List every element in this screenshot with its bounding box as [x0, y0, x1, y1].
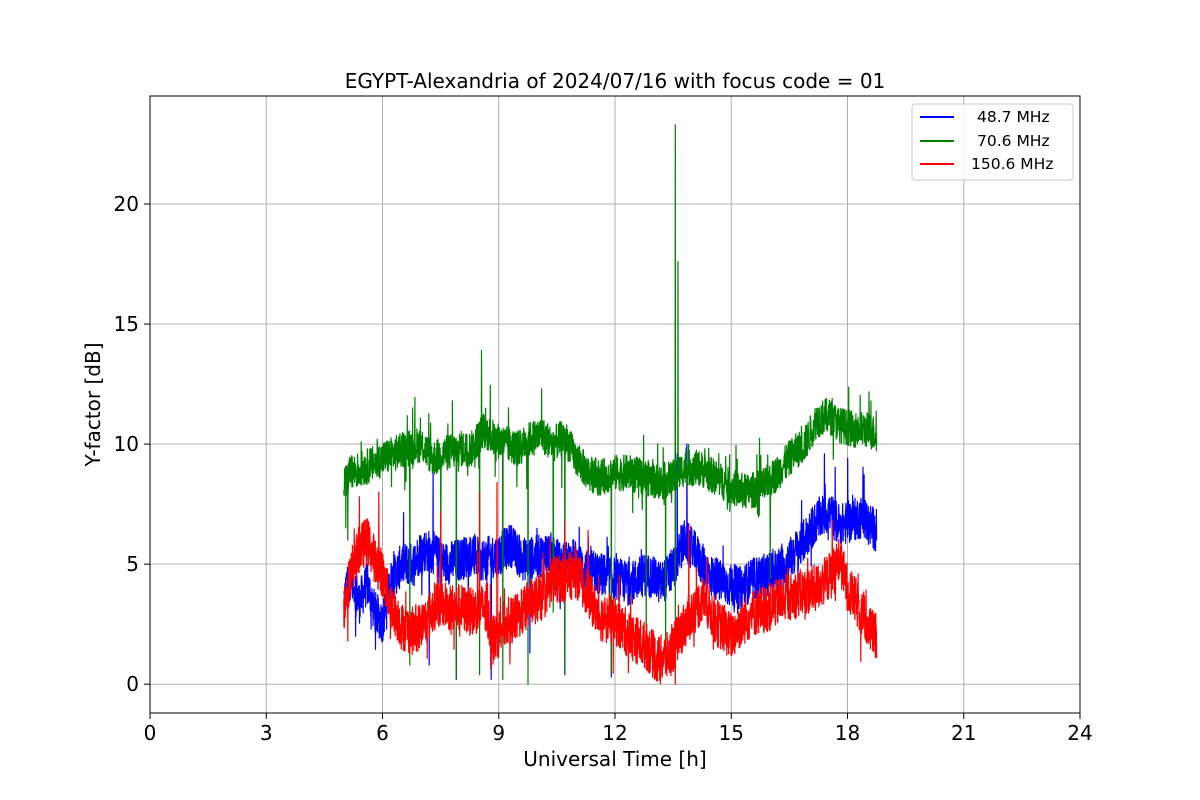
x-tick-label: 24: [1067, 721, 1092, 745]
series-line-150-6-mhz: [343, 481, 878, 685]
legend-box: [911, 103, 1074, 181]
x-tick-label: 21: [951, 721, 976, 745]
legend-label-48-7-mhz: 48.7 MHz: [977, 108, 1050, 126]
x-tick-label: 12: [602, 721, 627, 745]
x-tick-label: 15: [719, 721, 744, 745]
x-tick-label: 0: [144, 721, 157, 745]
legend: 48.7 MHz 70.6 MHz 150.6 MHz: [911, 103, 1074, 181]
x-tick-label: 3: [260, 721, 273, 745]
y-tick-label: 20: [114, 192, 139, 216]
legend-label-70-6-mhz: 70.6 MHz: [977, 132, 1050, 150]
x-tick-label: 18: [835, 721, 860, 745]
series-line-48-7-mhz: [343, 443, 878, 680]
x-axis: 0 3 6 9 12 15 18 21 24: [144, 713, 1093, 745]
y-tick-label: 10: [114, 432, 139, 456]
y-tick-label: 5: [126, 552, 139, 576]
x-tick-label: 6: [376, 721, 389, 745]
series-layer: [343, 124, 878, 685]
plot-area: [343, 124, 878, 685]
y-axis: 0 5 10 15 20: [114, 192, 150, 696]
y-tick-label: 0: [126, 672, 139, 696]
y-axis-label: Y-factor [dB]: [81, 342, 105, 467]
series-line-70-6-mhz: [343, 124, 878, 685]
y-tick-label: 15: [114, 312, 139, 336]
chart-title: EGYPT-Alexandria of 2024/07/16 with focu…: [345, 69, 886, 93]
legend-label-150-6-mhz: 150.6 MHz: [971, 155, 1053, 173]
x-tick-label: 9: [492, 721, 505, 745]
x-axis-label: Universal Time [h]: [523, 747, 706, 771]
